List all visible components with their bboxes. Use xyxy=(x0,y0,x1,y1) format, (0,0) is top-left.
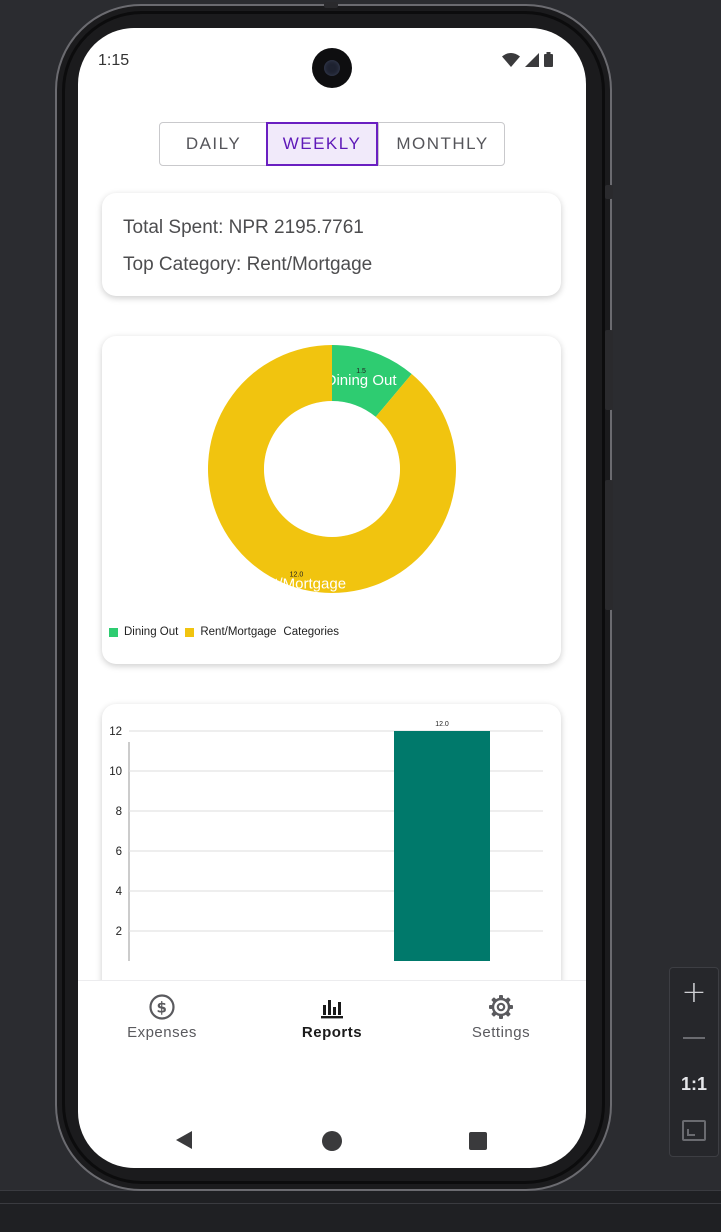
pie-slice-dining-out[interactable] xyxy=(332,345,412,417)
nav-reports[interactable]: Reports xyxy=(272,993,392,1041)
tab-monthly[interactable]: MONTHLY xyxy=(378,122,506,166)
pie-inner-ring-dining-out xyxy=(332,401,376,424)
home-icon[interactable] xyxy=(321,1130,343,1152)
pie-slice-label: Rent/Mortgage xyxy=(247,576,346,593)
bar-chart[interactable]: 12 10 8 6 4 2 12.0 xyxy=(102,704,561,961)
pie-slice-rent-mortgage[interactable] xyxy=(208,345,456,593)
actual-size-button[interactable]: 1:1 xyxy=(680,1073,707,1094)
zoom-in-button[interactable]: + xyxy=(681,974,707,1010)
summary-card: Total Spent: NPR 2195.7761 Top Category:… xyxy=(102,193,561,296)
emulator-zoom-toolbar: + 1:1 xyxy=(669,967,719,1157)
legend-description: Categories xyxy=(283,626,340,638)
phone-volume-button xyxy=(605,480,613,610)
pie-legend: Dining Out Rent/Mortgage Categories xyxy=(109,626,346,638)
signal-icon xyxy=(525,52,539,67)
wifi-icon xyxy=(502,52,520,67)
legend-label-dining-out: Dining Out xyxy=(124,626,179,638)
legend-swatch-rent-mortgage xyxy=(185,627,195,637)
legend-swatch-dining-out xyxy=(109,627,118,637)
status-time: 1:15 xyxy=(98,52,130,69)
y-tick-label: 10 xyxy=(109,766,122,778)
bar-chart-card: 12 10 8 6 4 2 12.0 xyxy=(102,704,561,1004)
total-spent-text: Total Spent: NPR 2195.7761 xyxy=(123,217,364,238)
nav-settings-label: Settings xyxy=(471,1024,531,1041)
recents-icon[interactable] xyxy=(468,1131,488,1151)
nav-settings[interactable]: Settings xyxy=(441,993,561,1041)
period-tabs: DAILY WEEKLY MONTHLY xyxy=(159,122,505,166)
minus-icon xyxy=(683,1037,705,1039)
top-category-text: Top Category: Rent/Mortgage xyxy=(123,254,373,275)
y-tick-label: 4 xyxy=(116,886,123,898)
donut-hole xyxy=(273,410,391,528)
phone-top-button xyxy=(324,2,338,8)
pie-slice-label: Dining Out xyxy=(326,372,398,389)
ide-bottom-strip xyxy=(0,1190,721,1232)
phone-side-button xyxy=(605,185,613,199)
bottom-navigation: $ Expenses Reports xyxy=(78,980,586,1053)
system-navigation-bar xyxy=(78,1120,586,1160)
pie-value-label: 12.0 xyxy=(290,572,304,579)
legend-label-rent-mortgage: Rent/Mortgage xyxy=(200,626,277,638)
status-icons xyxy=(502,52,553,67)
front-camera xyxy=(312,48,352,88)
y-tick-label: 12 xyxy=(109,726,122,738)
pie-value-label: 1.5 xyxy=(356,368,366,375)
tab-weekly[interactable]: WEEKLY xyxy=(266,122,378,166)
svg-text:$: $ xyxy=(157,999,168,1017)
bar[interactable] xyxy=(394,731,490,961)
nav-reports-label: Reports xyxy=(301,1024,363,1041)
tab-daily[interactable]: DAILY xyxy=(185,134,242,153)
bar-chart-icon xyxy=(321,1000,343,1019)
phone-power-button xyxy=(605,330,613,410)
nav-expenses-label: Expenses xyxy=(127,1024,197,1041)
fit-screen-icon xyxy=(682,1119,706,1141)
nav-expenses[interactable]: $ Expenses xyxy=(102,993,222,1041)
battery-icon xyxy=(544,52,553,67)
y-tick-label: 8 xyxy=(116,806,122,818)
bar-value-label: 12.0 xyxy=(435,721,449,728)
zoom-out-button[interactable] xyxy=(670,1016,718,1060)
pie-chart-card: 1.5 Dining Out 12.0 Rent/Mortgage Dining Ou… xyxy=(102,336,561,664)
gear-icon xyxy=(489,995,513,1019)
fit-screen-button[interactable] xyxy=(670,1108,718,1152)
dollar-circle-icon: $ xyxy=(149,994,175,1020)
back-icon[interactable] xyxy=(174,1130,194,1150)
y-tick-label: 6 xyxy=(116,846,122,858)
phone-screen: 1:15 DAILY WEEKLY MONTHLY Total Spent: N… xyxy=(78,28,586,1168)
y-tick-label: 2 xyxy=(116,926,122,938)
